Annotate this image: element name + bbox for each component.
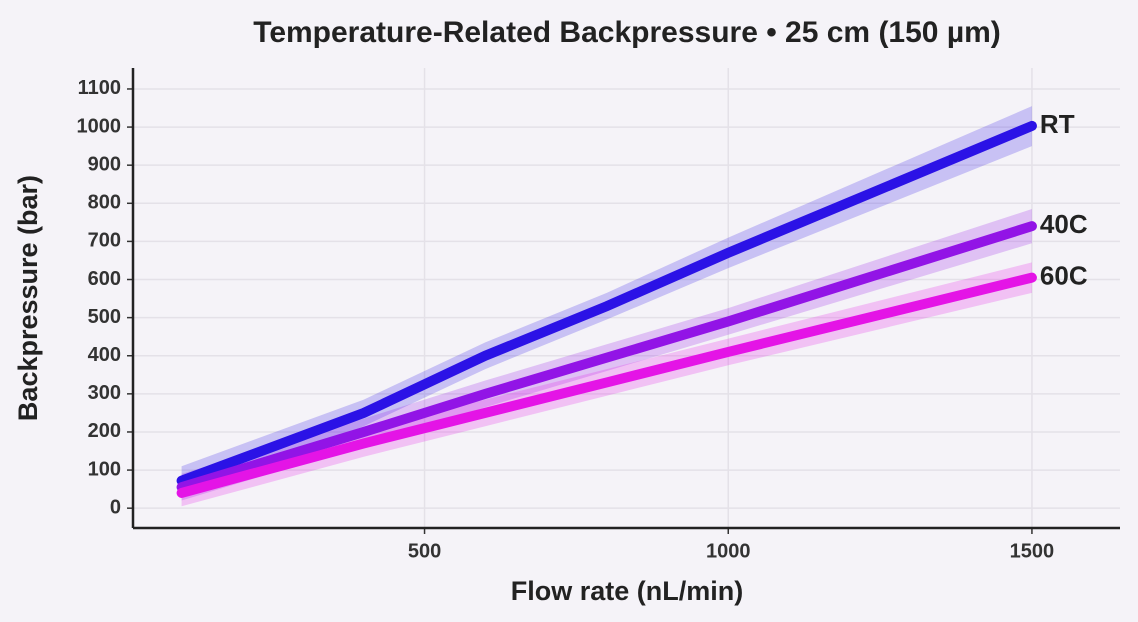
y-tick-label: 1000	[77, 115, 122, 137]
x-tick-label: 1000	[706, 540, 751, 562]
y-tick-label: 0	[110, 496, 121, 518]
series-label: RT	[1040, 109, 1075, 139]
y-tick-label: 900	[88, 153, 121, 175]
series-label: 60C	[1040, 260, 1088, 290]
y-axis-title: Backpressure (bar)	[13, 175, 43, 421]
x-tick-label: 500	[408, 540, 441, 562]
y-tick-label: 700	[88, 230, 121, 252]
y-tick-label: 1100	[78, 77, 121, 99]
series-line	[176, 221, 1037, 493]
x-tick-label: 1500	[1010, 540, 1055, 562]
y-tick-label: 100	[88, 458, 121, 480]
y-tick-label: 600	[88, 268, 121, 290]
series-line	[176, 272, 1037, 498]
y-tick-label: 400	[88, 344, 121, 366]
chart-title: Temperature-Related Backpressure • 25 cm…	[253, 16, 1001, 49]
series-line	[176, 120, 1037, 486]
y-tick-label: 200	[88, 420, 121, 442]
series-label: 40C	[1040, 209, 1088, 239]
y-tick-label: 300	[88, 382, 121, 404]
y-tick-label: 500	[88, 306, 121, 328]
y-tick-label: 800	[88, 192, 121, 214]
x-axis-title: Flow rate (nL/min)	[511, 576, 744, 606]
